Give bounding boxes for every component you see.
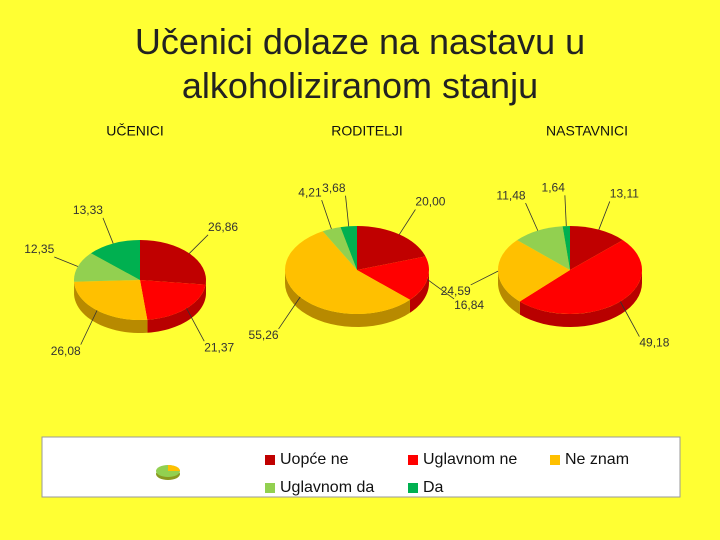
leader-line [186, 308, 205, 342]
legend-label: Ne znam [565, 451, 629, 468]
data-label: 26,08 [51, 344, 81, 358]
pie-slice [498, 240, 570, 302]
leader-line [525, 202, 539, 231]
data-label: 24,59 [441, 284, 471, 298]
legend-swatch [265, 455, 275, 465]
pie-slice [357, 226, 426, 270]
pie-side [285, 270, 410, 327]
slide-title: Učenici dolaze na nastavu u alkoholizira… [134, 21, 586, 106]
chart-header: RODITELJI [331, 123, 403, 139]
leader-line [80, 310, 98, 345]
legend-swatch [408, 483, 418, 493]
pie-slice [322, 227, 357, 270]
leader-line [470, 270, 499, 286]
pie-side [498, 270, 520, 315]
data-label: 16,84 [454, 298, 484, 312]
legend-swatch [408, 455, 418, 465]
data-label: 12,35 [24, 242, 54, 256]
leader-line [189, 234, 209, 254]
legend-label: Uglavnom da [280, 479, 374, 496]
pie-slice [73, 253, 140, 282]
legend-box [41, 436, 681, 498]
leader-line [278, 296, 301, 330]
leader-line [598, 201, 611, 230]
leader-line [321, 199, 332, 230]
pie-slice [570, 226, 623, 270]
data-label: 11,48 [496, 188, 525, 202]
leader-line [102, 217, 114, 244]
leader-line [427, 279, 455, 300]
pie-slice [140, 240, 206, 285]
leader-line [54, 256, 79, 267]
data-label: 4,21 [298, 185, 322, 199]
leader-line [564, 195, 567, 227]
leader-line [345, 195, 350, 227]
legend-icon [156, 465, 180, 480]
chart-header: UČENICI [106, 123, 164, 139]
pie-slice [340, 226, 357, 270]
pie-slice [140, 280, 206, 320]
legend-swatch [265, 483, 275, 493]
chart-header: NASTAVNICI [546, 123, 628, 139]
pie-side [147, 284, 206, 333]
pie-slice [90, 240, 140, 280]
data-label: 13,33 [73, 203, 103, 217]
data-label: 55,26 [249, 328, 279, 342]
pie-slice [562, 226, 570, 270]
pie-slice [517, 226, 570, 270]
pie-side [409, 270, 429, 313]
legend-label: Uopće ne [280, 451, 349, 468]
legend-swatch [550, 455, 560, 465]
legend-label: Da [423, 479, 444, 496]
leader-line [619, 301, 640, 337]
pie-slice [357, 256, 429, 300]
pie-slice [285, 231, 410, 314]
data-label: 1,64 [542, 180, 566, 194]
pie-slice [519, 240, 643, 315]
legend-label: Uglavnom ne [423, 451, 517, 468]
pie-side [519, 270, 642, 327]
pie-slice [74, 280, 148, 320]
data-label: 26,86 [208, 220, 238, 234]
data-label: 13,11 [610, 187, 639, 201]
data-label: 49,18 [639, 336, 669, 350]
data-label: 21,37 [204, 340, 234, 354]
data-label: 3,68 [322, 181, 346, 195]
data-label: 20,00 [415, 195, 445, 209]
leader-line [398, 209, 416, 235]
